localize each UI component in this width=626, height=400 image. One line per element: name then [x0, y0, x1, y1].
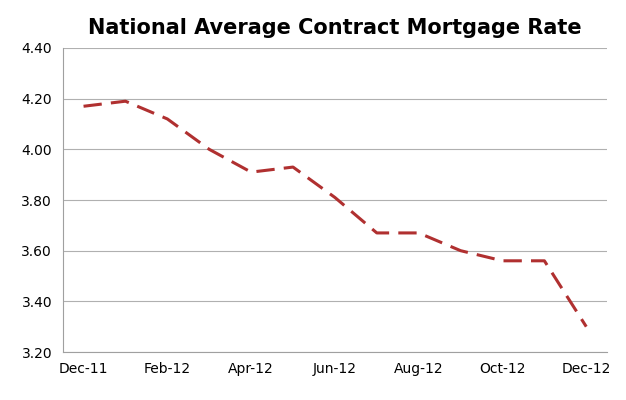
Title: National Average Contract Mortgage Rate: National Average Contract Mortgage Rate — [88, 18, 582, 38]
